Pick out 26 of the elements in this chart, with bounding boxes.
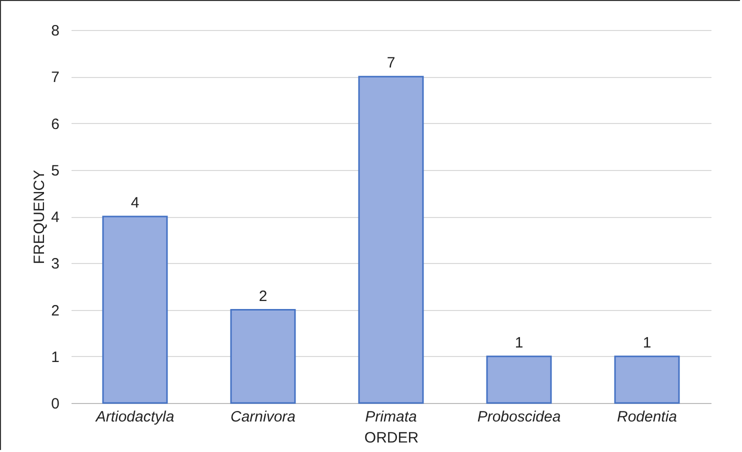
y-tick-label: 6 — [51, 116, 60, 133]
y-tick-label: 5 — [51, 162, 60, 180]
bar — [486, 356, 552, 404]
y-tick-label: 2 — [51, 302, 60, 320]
y-tick-label: 1 — [51, 348, 60, 366]
y-tick-label: 3 — [51, 256, 60, 273]
x-tick-label: Primata — [365, 408, 417, 426]
data-label: 7 — [386, 54, 396, 72]
data-label: 1 — [642, 334, 652, 352]
x-tick-label: Carnivora — [230, 408, 296, 426]
x-tick-label: Proboscidea — [477, 408, 561, 426]
data-label: 4 — [130, 194, 140, 212]
bar — [230, 309, 296, 404]
y-tick-label: 0 — [51, 396, 60, 412]
x-tick-label: Rodentia — [616, 408, 678, 426]
data-label: 1 — [514, 334, 524, 352]
x-axis-title: ORDER — [364, 430, 419, 446]
y-tick-label: 7 — [51, 69, 60, 86]
y-axis-title: FREQUENCY — [31, 170, 48, 264]
bar — [358, 76, 424, 404]
y-tick-label: 8 — [51, 22, 60, 40]
x-tick-label: Artiodactyla — [94, 408, 174, 426]
data-label: 2 — [258, 288, 268, 305]
bar — [102, 216, 168, 404]
y-tick-label: 4 — [51, 209, 60, 226]
bar — [614, 356, 680, 404]
